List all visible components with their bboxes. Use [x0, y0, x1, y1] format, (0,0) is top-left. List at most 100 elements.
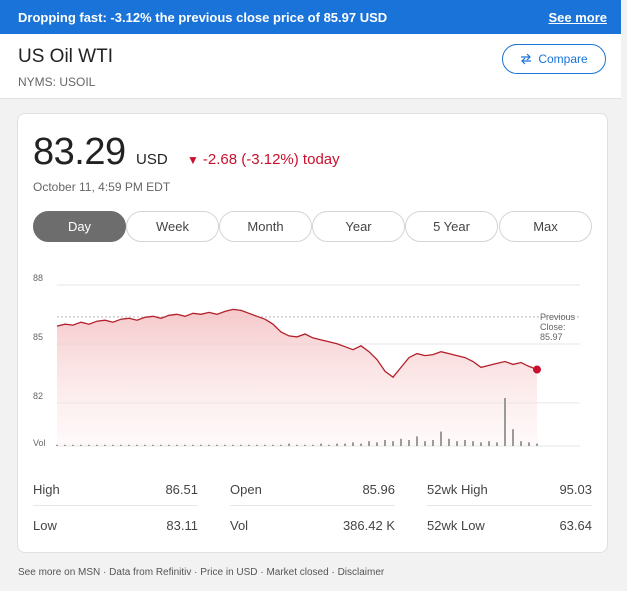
- high-value: 86.51: [165, 482, 198, 497]
- previous-close-label: 85.97: [540, 332, 563, 342]
- footer-link-refinitiv[interactable]: Data from Refinitiv: [109, 567, 192, 578]
- volume-bar: [336, 443, 338, 446]
- volume-bar: [208, 444, 210, 446]
- volume-bar: [296, 444, 298, 446]
- volume-axis-label: Vol: [33, 438, 46, 448]
- footer: See more on MSN · Data from Refinitiv · …: [18, 567, 385, 578]
- currency-code: USD: [136, 151, 168, 168]
- volume-bar: [216, 444, 218, 446]
- volume-bar: [464, 440, 466, 446]
- volume-bar: [72, 444, 74, 446]
- volume-bar: [304, 444, 306, 446]
- tab-day[interactable]: Day: [33, 211, 126, 242]
- previous-close-label: Close:: [540, 322, 566, 332]
- tab-max[interactable]: Max: [499, 211, 592, 242]
- instrument-title: US Oil WTI: [18, 46, 113, 67]
- wk52-high-label: 52wk High: [427, 482, 488, 497]
- volume-bar: [360, 443, 362, 446]
- volume-bar: [528, 442, 530, 446]
- last-price-marker: [533, 365, 541, 374]
- alert-banner: Dropping fast: -3.12% the previous close…: [0, 0, 621, 34]
- volume-bar: [248, 444, 250, 446]
- price-area: [57, 309, 537, 446]
- volume-bar: [432, 440, 434, 446]
- volume-bar: [200, 444, 202, 446]
- volume-bar: [344, 443, 346, 446]
- volume-bar: [368, 441, 370, 446]
- wk52-low-label: 52wk Low: [427, 518, 485, 533]
- volume-bar: [328, 444, 330, 446]
- volume-bar: [424, 441, 426, 446]
- y-tick-label: 85: [33, 332, 43, 342]
- price-change-text: -2.68 (-3.12%) today: [202, 151, 340, 168]
- vol-value: 386.42 K: [342, 518, 395, 533]
- low-label: Low: [33, 518, 57, 533]
- volume-bar: [224, 444, 226, 446]
- volume-bar: [400, 438, 402, 446]
- volume-bar: [152, 444, 154, 446]
- volume-bar: [168, 444, 170, 446]
- volume-bar: [112, 444, 114, 446]
- y-tick-label: 88: [33, 273, 43, 283]
- open-value: 85.96: [362, 482, 395, 497]
- volume-bar: [272, 444, 274, 446]
- volume-bar: [144, 444, 146, 446]
- volume-bar: [128, 444, 130, 446]
- volume-bar: [352, 442, 354, 446]
- volume-bar: [264, 444, 266, 446]
- wk52-high-value: 95.03: [559, 482, 592, 497]
- volume-bar: [440, 431, 442, 446]
- volume-bar: [416, 436, 418, 446]
- tab-week[interactable]: Week: [126, 211, 219, 242]
- volume-bar: [184, 444, 186, 446]
- tab-5-year[interactable]: 5 Year: [405, 211, 498, 242]
- volume-bar: [64, 444, 66, 446]
- high-label: High: [33, 482, 60, 497]
- volume-bar: [280, 444, 282, 446]
- row-divider: [33, 505, 198, 506]
- footer-market-status: Market closed: [266, 567, 329, 578]
- price-change: ▼ -2.68 (-3.12%) today: [187, 151, 340, 168]
- volume-bar: [480, 442, 482, 446]
- price-line: [56, 308, 538, 379]
- alert-message: Dropping fast: -3.12% the previous close…: [18, 10, 388, 25]
- volume-bar: [392, 441, 394, 446]
- instrument-ticker: NYMS: USOIL: [18, 75, 96, 89]
- tab-month[interactable]: Month: [219, 211, 312, 242]
- tab-year[interactable]: Year: [312, 211, 405, 242]
- compare-button[interactable]: Compare: [502, 44, 606, 74]
- volume-bar: [504, 398, 506, 446]
- volume-bar: [312, 444, 314, 446]
- volume-bar: [136, 444, 138, 446]
- volume-bar: [256, 444, 258, 446]
- volume-bar: [496, 442, 498, 446]
- quote-timestamp: October 11, 4:59 PM EDT: [33, 180, 171, 194]
- previous-close-label: Previous: [540, 312, 576, 322]
- volume-bar: [120, 444, 122, 446]
- volume-bar: [448, 438, 450, 446]
- volume-bar: [536, 443, 538, 446]
- footer-currency-note: Price in USD: [200, 567, 258, 578]
- see-more-link[interactable]: See more: [548, 10, 607, 25]
- down-triangle-icon: ▼: [187, 153, 199, 167]
- volume-bar: [408, 440, 410, 446]
- volume-bar: [96, 444, 98, 446]
- volume-bar: [456, 441, 458, 446]
- volume-bar: [240, 444, 242, 446]
- footer-link-msn[interactable]: See more on MSN: [18, 567, 101, 578]
- y-tick-label: 82: [33, 391, 43, 401]
- row-divider: [427, 505, 592, 506]
- volume-bar: [104, 444, 106, 446]
- volume-bar: [176, 444, 178, 446]
- volume-bar: [376, 442, 378, 446]
- volume-bar: [288, 443, 290, 446]
- current-price: 83.29: [33, 131, 126, 173]
- volume-bar: [192, 444, 194, 446]
- volume-bar: [512, 429, 514, 446]
- volume-bar: [160, 444, 162, 446]
- volume-bar: [320, 443, 322, 446]
- footer-link-disclaimer[interactable]: Disclaimer: [337, 567, 385, 578]
- row-divider: [230, 505, 395, 506]
- volume-bar: [520, 441, 522, 446]
- volume-bar: [232, 444, 234, 446]
